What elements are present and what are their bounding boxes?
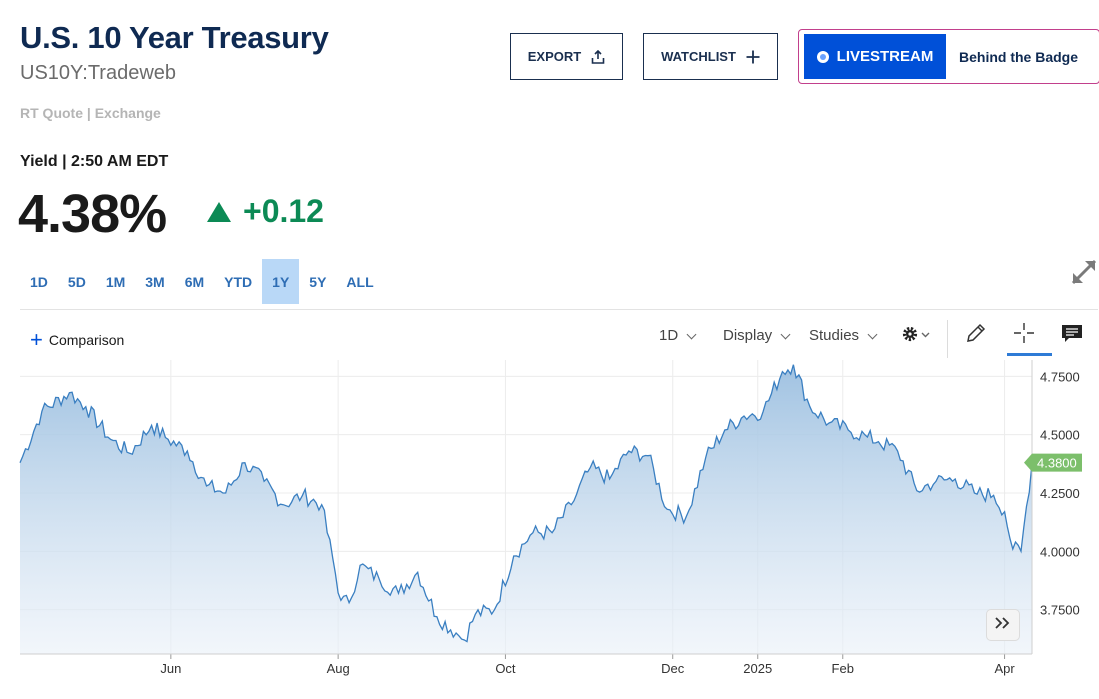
time-range-tabs: 1D 5D 1M 3M 6M YTD 1Y 5Y ALL — [20, 259, 384, 304]
comparison-label: Comparison — [48, 332, 125, 348]
change-value: +0.12 — [243, 193, 324, 229]
range-6m[interactable]: 6M — [184, 273, 205, 290]
live-dot-icon — [816, 50, 829, 63]
range-1m[interactable]: 1M — [105, 273, 126, 290]
plus-icon: + — [30, 327, 43, 352]
last-price: 4.38% — [18, 184, 167, 244]
x-tick-label: Apr — [994, 661, 1015, 676]
rt-quote-label: RT Quote | Exchange — [20, 105, 161, 121]
price-chart[interactable]: 4.7500 4.5000 4.2500 4.0000 3.7500 Jun Aug Oct D… — [0, 358, 1099, 688]
active-tool-indicator — [1007, 353, 1052, 356]
livestream-label: LIVESTREAM — [836, 48, 934, 65]
scroll-right-button[interactable] — [986, 609, 1020, 641]
last-price-tag-label: 4.3800 — [1037, 456, 1077, 471]
studies-dropdown[interactable]: Studies — [809, 327, 878, 344]
range-5y[interactable]: 5Y — [309, 273, 327, 290]
display-dropdown[interactable]: Display — [723, 327, 791, 344]
y-tick-label: 4.5000 — [1040, 428, 1080, 443]
watchlist-button[interactable]: WATCHLIST — [643, 33, 778, 80]
watchlist-label: WATCHLIST — [661, 49, 736, 64]
symbol-label: US10Y:Tradeweb — [20, 62, 177, 84]
x-tick-label: 2025 — [743, 661, 772, 676]
share-icon — [591, 49, 605, 64]
x-tick-label: Feb — [832, 661, 854, 676]
pencil-icon[interactable] — [965, 322, 987, 349]
livestream-banner: LIVESTREAM Behind the Badge — [798, 29, 1099, 84]
yield-timestamp: Yield | 2:50 AM EDT — [20, 153, 169, 170]
toolbar-separator — [947, 320, 948, 358]
last-price-tag — [1024, 453, 1082, 472]
range-3m[interactable]: 3M — [145, 273, 165, 290]
y-tick-label: 4.7500 — [1040, 369, 1080, 384]
x-tick-label: Oct — [495, 661, 516, 676]
expand-icon[interactable] — [1070, 258, 1098, 291]
behind-the-badge-link[interactable]: Behind the Badge — [959, 48, 1079, 65]
range-ytd[interactable]: YTD — [224, 273, 253, 290]
range-5d[interactable]: 5D — [67, 273, 86, 290]
range-1y[interactable]: 1Y — [262, 259, 300, 304]
x-tick-label: Jun — [160, 661, 181, 676]
comment-icon[interactable] — [1061, 324, 1083, 349]
chevron-down-icon — [867, 329, 878, 339]
chevron-down-icon — [780, 329, 791, 339]
interval-label: 1D — [659, 327, 679, 344]
comparison-button[interactable]: + Comparison — [30, 329, 124, 351]
range-1d[interactable]: 1D — [30, 273, 48, 290]
export-button[interactable]: EXPORT — [510, 33, 623, 80]
y-tick-label: 4.0000 — [1040, 544, 1080, 559]
interval-dropdown[interactable]: 1D — [659, 327, 697, 344]
crosshair-icon[interactable] — [1013, 322, 1035, 349]
display-label: Display — [723, 327, 773, 344]
x-tick-label: Aug — [327, 661, 350, 676]
gear-icon[interactable] — [901, 325, 933, 350]
export-label: EXPORT — [527, 49, 582, 64]
plus-icon — [746, 50, 760, 64]
divider — [20, 309, 1098, 310]
range-all[interactable]: ALL — [346, 273, 374, 290]
price-line — [19, 364, 1033, 643]
y-tick-label: 4.2500 — [1040, 486, 1080, 501]
x-tick-label: Dec — [661, 661, 685, 676]
livestream-button[interactable]: LIVESTREAM — [804, 34, 946, 79]
y-tick-label: 3.7500 — [1040, 603, 1080, 618]
price-change: +0.12 — [207, 193, 324, 230]
studies-label: Studies — [809, 327, 860, 344]
up-arrow-icon — [207, 201, 231, 222]
double-chevron-right-icon — [994, 616, 1012, 635]
page-title: U.S. 10 Year Treasury — [20, 20, 329, 55]
price-area — [20, 364, 1032, 654]
chevron-down-icon — [686, 329, 697, 339]
